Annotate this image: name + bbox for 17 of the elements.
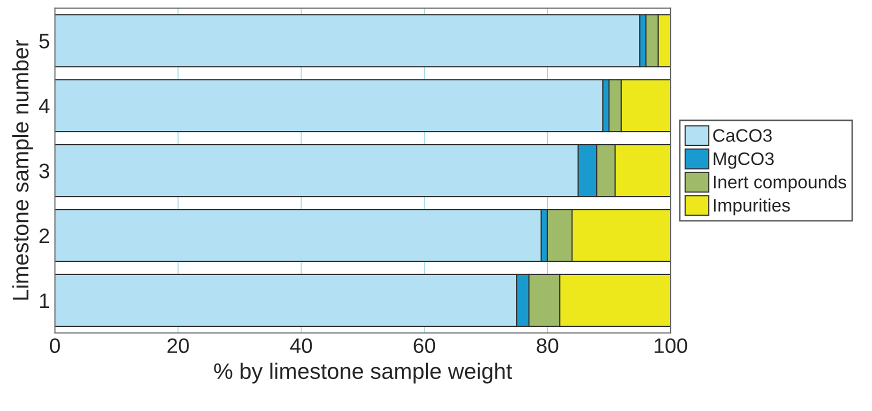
x-tick-label: 80 <box>536 338 558 354</box>
x-tick-label: 100 <box>654 338 688 354</box>
y-tick-label: 1 <box>40 294 50 308</box>
x-tick-label: 20 <box>168 338 189 354</box>
x-tick-label: 0 <box>50 338 60 354</box>
legend-label: Inert compounds <box>714 175 846 192</box>
y-tick-label: 3 <box>39 164 50 178</box>
legend-label: MgCO3 <box>714 152 774 169</box>
legend-label: Impurities <box>714 198 790 216</box>
y-axis-title: Limestone sample number <box>12 40 33 300</box>
legend-label: CaCO3 <box>713 129 772 142</box>
x-tick-label: 40 <box>290 338 312 354</box>
y-tick-label: 5 <box>39 34 50 48</box>
y-tick-label: 2 <box>40 228 50 244</box>
y-tick-label: 4 <box>38 98 50 114</box>
x-axis-title: % by limestone sample weight <box>214 362 512 384</box>
x-tick-label: 60 <box>414 338 436 354</box>
